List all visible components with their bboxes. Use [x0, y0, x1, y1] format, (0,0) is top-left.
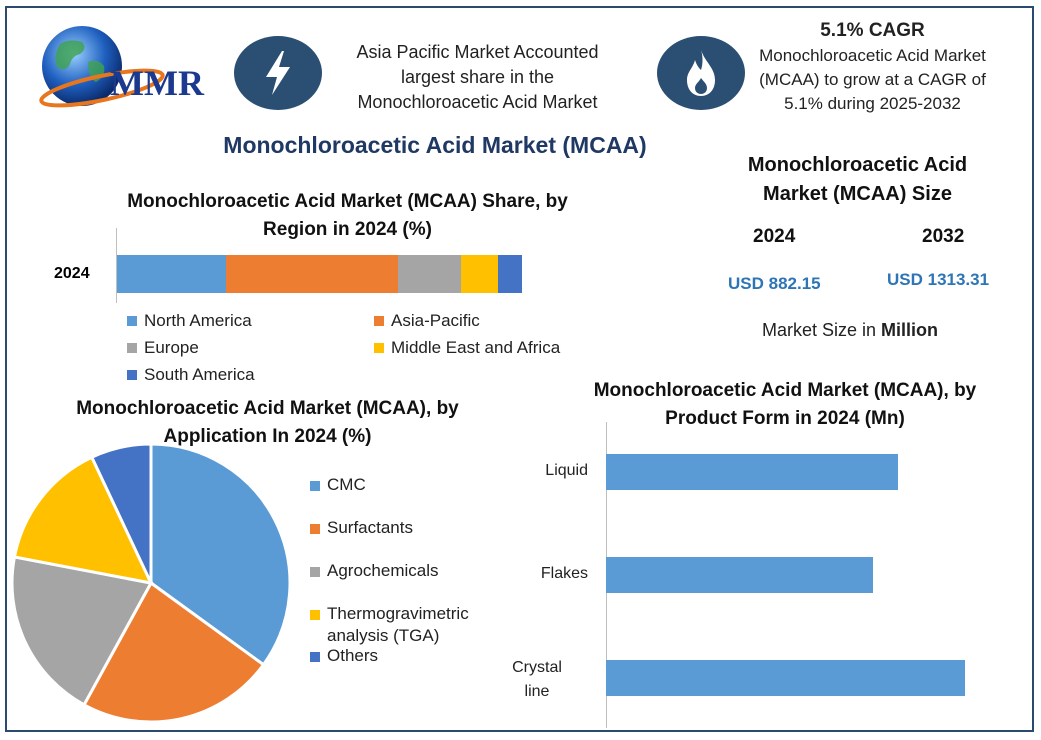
region-legend: North America Asia-Pacific Europe Middle Ea…	[127, 311, 597, 385]
year-2024-label: 2024	[753, 226, 796, 247]
legend-swatch	[310, 481, 320, 491]
flame-icon	[657, 36, 745, 110]
region-bar-segment-north-america	[117, 255, 227, 293]
legend-label: Middle East and Africa	[391, 338, 561, 357]
market-size-note-unit: Million	[881, 320, 939, 340]
globe-icon	[39, 26, 165, 108]
application-chart-title: Monochloroacetic Acid Market (MCAA), by …	[76, 398, 459, 447]
pie-slice-cmc	[149, 442, 292, 667]
product-form-bar-flakes	[606, 557, 873, 593]
infographic-frame	[5, 6, 1034, 732]
region-legend-item: Asia-Pacific	[374, 311, 594, 331]
region-chart-category-label: 2024	[54, 265, 90, 282]
legend-label: CMC	[327, 475, 366, 494]
product-form-chart-title: Monochloroacetic Acid Market (MCAA), by …	[593, 380, 977, 429]
legend-label: Agrochemicals	[327, 561, 439, 580]
application-legend-item: Agrochemicals	[310, 560, 495, 582]
legend-label: Others	[327, 646, 379, 665]
market-size-note-prefix: Market Size in	[762, 320, 882, 340]
legend-label: South America	[144, 365, 255, 384]
legend-label: Thermogravimetric analysis (TGA)	[327, 604, 469, 645]
region-legend-item: North America	[127, 311, 374, 331]
product-form-label: Liquid	[545, 462, 588, 479]
cagr-text: Monochloroacetic Acid Market (MCAA) to g…	[759, 46, 986, 113]
page-title: Monochloroacetic Acid Market (MCAA)	[223, 132, 647, 158]
region-chart-axis	[116, 228, 117, 303]
region-legend-item: South America	[127, 365, 374, 385]
legend-swatch	[310, 652, 320, 662]
size-2024-value: USD 882.15	[728, 274, 821, 293]
region-bar-segment-europe	[398, 255, 462, 293]
lightning-bolt-icon	[234, 36, 322, 110]
legend-swatch	[127, 316, 137, 326]
legend-swatch	[127, 370, 137, 380]
market-size-note: Market Size in Million	[762, 320, 938, 341]
legend-swatch	[374, 316, 384, 326]
region-legend-item: Europe	[127, 338, 374, 358]
product-form-bars: Liquid Flakes Crystalline	[500, 422, 1030, 728]
legend-swatch	[127, 343, 137, 353]
region-bar-segment-middle-east-and-africa	[461, 255, 498, 293]
legend-swatch	[310, 610, 320, 620]
mmr-logo: MMR	[22, 22, 217, 110]
legend-label: Europe	[144, 338, 199, 357]
product-form-bar-liquid	[606, 454, 898, 490]
asia-pacific-share-text: Asia Pacific Market Accounted largest sh…	[356, 42, 599, 112]
region-chart-title: Monochloroacetic Acid Market (MCAA) Shar…	[127, 191, 568, 240]
legend-swatch	[310, 567, 320, 577]
application-legend-item: CMC	[310, 474, 495, 496]
application-legend-item: Surfactants	[310, 517, 495, 539]
product-form-bar-crystalline	[606, 660, 965, 696]
market-size-title: Monochloroacetic Acid Market (MCAA) Size	[747, 154, 968, 205]
region-bar-segment-asia-pacific	[226, 255, 399, 293]
application-legend-item: Others	[310, 645, 495, 667]
pie-slice-agrochemicals	[10, 555, 154, 707]
legend-label: Surfactants	[327, 518, 413, 537]
product-form-label: Crystalline	[512, 659, 562, 700]
legend-label: North America	[144, 311, 252, 330]
region-bar-segment-south-america	[497, 255, 522, 293]
legend-swatch	[374, 343, 384, 353]
pie-slice-others	[89, 442, 153, 584]
product-form-label: Flakes	[540, 565, 588, 582]
pie-slice-thermogravimetric-analysis-tga	[12, 455, 154, 586]
logo-text: MMR	[110, 63, 204, 103]
cagr-title: 5.1% CAGR	[820, 20, 925, 41]
region-legend-item: Middle East and Africa	[374, 338, 594, 358]
application-pie-chart	[10, 442, 292, 724]
legend-swatch	[310, 524, 320, 534]
pie-slice-surfactants	[81, 580, 266, 724]
year-2032-label: 2032	[922, 226, 965, 247]
legend-label: Asia-Pacific	[391, 311, 480, 330]
region-stacked-bar	[117, 255, 522, 293]
size-2032-value: USD 1313.31	[887, 270, 990, 289]
application-legend-item: Thermogravimetric analysis (TGA)	[310, 603, 495, 647]
